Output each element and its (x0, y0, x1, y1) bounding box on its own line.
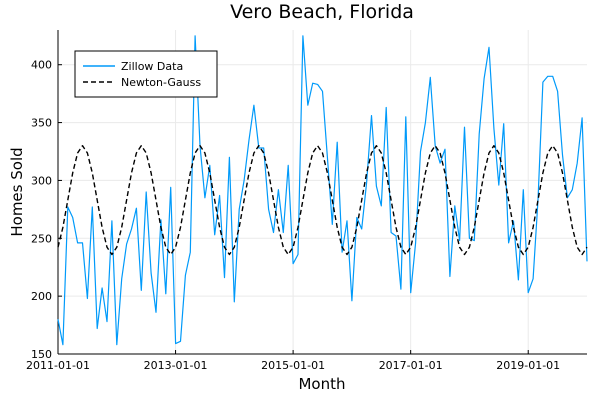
zillow-data-series-line (57, 35, 588, 346)
x-tick-label: 2011-01-01 (26, 359, 90, 372)
x-tick-label: 2019-01-01 (496, 359, 560, 372)
y-tick-label: 350 (31, 117, 52, 130)
legend-label: Newton-Gauss (121, 76, 201, 89)
x-axis-title: Month (298, 375, 345, 393)
axes: 150 200 250 300 350 400 2011-01-01 2013-01-01 20… (26, 30, 587, 372)
x-tick-label: 2015-01-01 (261, 359, 325, 372)
legend-label: Zillow Data (121, 60, 183, 73)
y-tick-label: 250 (31, 232, 52, 245)
y-tick-label: 400 (31, 59, 52, 72)
y-tick-label: 200 (31, 290, 52, 303)
series-layer (57, 35, 588, 346)
y-tick-label: 300 (31, 174, 52, 187)
legend-box (74, 50, 218, 98)
x-tick-label: 2017-01-01 (379, 359, 443, 372)
x-tick-label: 2013-01-01 (144, 359, 208, 372)
legend: Zillow Data Newton-Gauss (74, 50, 218, 98)
chart-title: Vero Beach, Florida (230, 1, 414, 23)
y-tick-label: 150 (31, 348, 52, 361)
newton-gauss-series-line (57, 144, 588, 256)
y-axis-title: Homes Sold (8, 147, 26, 236)
